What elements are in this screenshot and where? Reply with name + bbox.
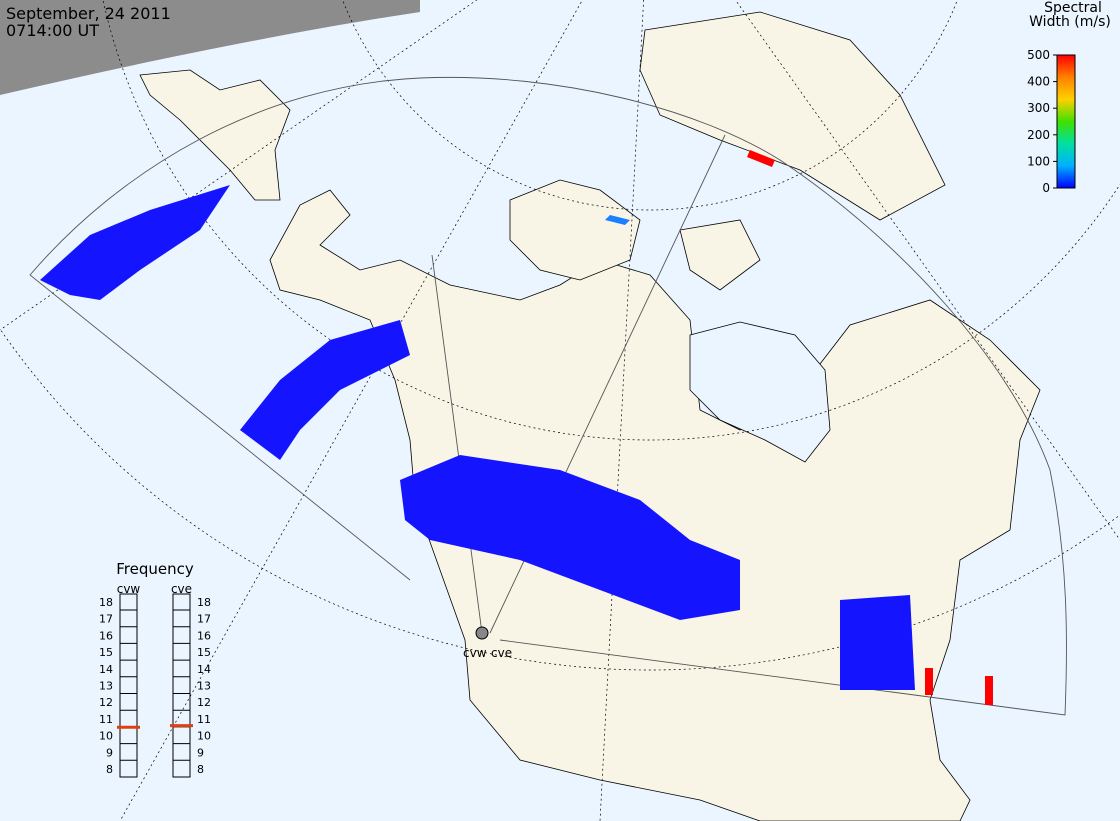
frequency-tick-label: 8 <box>106 763 113 776</box>
frequency-tick-label: 17 <box>99 613 113 626</box>
radar-label: cvw <box>463 646 487 660</box>
frequency-tick-label: 16 <box>197 629 211 642</box>
frequency-tick-label: 18 <box>99 596 113 609</box>
frequency-tick-label: 14 <box>99 663 113 676</box>
colorbar-tick-label: 400 <box>1027 75 1050 89</box>
frequency-tick-label: 13 <box>197 680 211 693</box>
radar-name: cvw <box>117 582 141 596</box>
frequency-title: Frequency <box>116 560 194 578</box>
frequency-tick-label: 9 <box>197 746 204 759</box>
date: September, 24 2011 <box>6 4 171 23</box>
frequency-tick-label: 15 <box>197 646 211 659</box>
radar-echoes <box>40 150 993 705</box>
radar-label: cve <box>491 646 512 660</box>
colorbar <box>1056 54 1076 189</box>
frequency-tick-label: 17 <box>197 613 211 626</box>
night-region <box>0 0 420 95</box>
frequency-tick-label: 10 <box>99 730 113 743</box>
frequency-tick-label: 10 <box>197 730 211 743</box>
colorbar-tick-label: 100 <box>1027 154 1050 168</box>
radar-site <box>475 626 489 640</box>
colorbar-tick-label: 500 <box>1027 48 1050 62</box>
frequency-tick-label: 11 <box>197 713 211 726</box>
frequency-tick-label: 15 <box>99 646 113 659</box>
frequency-tick-label: 8 <box>197 763 204 776</box>
colorbar-tick-label: 200 <box>1027 128 1050 142</box>
frequency-tick-label: 9 <box>106 746 113 759</box>
time: 0714:00 UT <box>6 21 99 40</box>
colorbar-title: Width (m/s) <box>1029 14 1111 30</box>
radar-name: cve <box>171 582 192 596</box>
frequency-tick-label: 18 <box>197 596 211 609</box>
frequency-tick-label: 12 <box>197 696 211 709</box>
colorbar-title: Spectral <box>1044 0 1102 16</box>
colorbar-tick-label: 0 <box>1042 181 1050 195</box>
frequency-tick-label: 11 <box>99 713 113 726</box>
colorbar-tick-label: 300 <box>1027 101 1050 115</box>
frequency-tick-label: 13 <box>99 680 113 693</box>
frequency-tick-label: 14 <box>197 663 211 676</box>
frequency-tick-label: 12 <box>99 696 113 709</box>
frequency-tick-label: 16 <box>99 629 113 642</box>
